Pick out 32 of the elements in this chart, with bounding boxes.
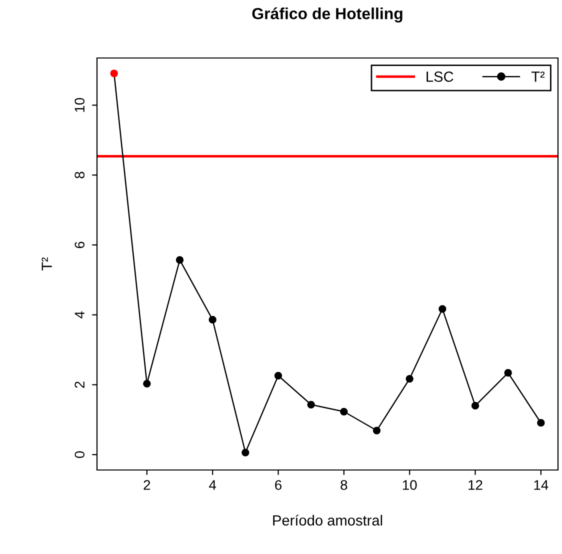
point (406, 374, 414, 383)
point (537, 419, 545, 427)
point (372, 426, 381, 434)
x-tick-label: 10 (402, 480, 417, 490)
point (110, 70, 118, 78)
point (242, 448, 250, 456)
y-axis-title: T² (42, 257, 52, 271)
point (438, 305, 446, 313)
x-axis-title: Período amostral (273, 514, 382, 526)
point (307, 400, 315, 408)
legend-label: T² (531, 72, 545, 82)
y-tick-label: 4 (74, 311, 84, 318)
point (340, 408, 348, 416)
point (143, 380, 151, 388)
x-tick-label: 6 (275, 480, 282, 490)
point (471, 402, 480, 410)
x-tick-label: 4 (209, 480, 216, 490)
y-tick-label: 6 (74, 242, 85, 248)
x-tick-label: 14 (534, 480, 548, 490)
x-tick-label: 2 (144, 480, 150, 490)
point (274, 372, 282, 380)
point (176, 256, 184, 264)
y-tick-label: 0 (74, 451, 85, 458)
point (208, 316, 216, 324)
legend-label: LSC (426, 72, 454, 82)
x-tick-label: 8 (340, 480, 348, 490)
y-tick-label: 2 (74, 382, 84, 388)
x-tick-label: 12 (468, 480, 482, 490)
point (504, 369, 512, 377)
chart-title: Gráfico de Hotelling (252, 7, 402, 22)
y-tick-label: 8 (74, 172, 85, 178)
y-tick-label: 10 (74, 98, 85, 112)
